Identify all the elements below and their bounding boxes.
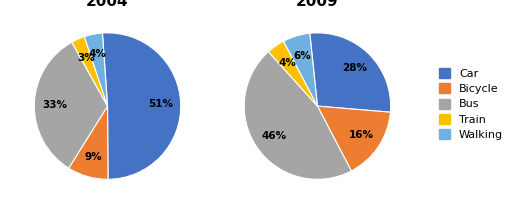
Wedge shape xyxy=(317,106,390,171)
Text: 3%: 3% xyxy=(77,53,95,63)
Wedge shape xyxy=(102,33,181,179)
Text: 4%: 4% xyxy=(89,49,106,59)
Text: 9%: 9% xyxy=(84,152,102,162)
Text: 4%: 4% xyxy=(279,58,296,68)
Text: 16%: 16% xyxy=(349,130,374,140)
Wedge shape xyxy=(268,41,317,106)
Wedge shape xyxy=(310,33,391,112)
Text: 46%: 46% xyxy=(262,131,287,141)
Wedge shape xyxy=(84,33,108,106)
Text: 51%: 51% xyxy=(147,99,173,109)
Text: 6%: 6% xyxy=(293,51,311,61)
Title: 2004: 2004 xyxy=(86,0,129,9)
Wedge shape xyxy=(244,52,351,179)
Wedge shape xyxy=(34,42,108,168)
Wedge shape xyxy=(284,33,317,106)
Text: 28%: 28% xyxy=(342,63,367,73)
Title: 2009: 2009 xyxy=(296,0,339,9)
Text: 33%: 33% xyxy=(42,100,67,110)
Wedge shape xyxy=(72,37,108,106)
Legend: Car, Bicycle, Bus, Train, Walking: Car, Bicycle, Bus, Train, Walking xyxy=(436,65,506,143)
Wedge shape xyxy=(69,106,108,179)
